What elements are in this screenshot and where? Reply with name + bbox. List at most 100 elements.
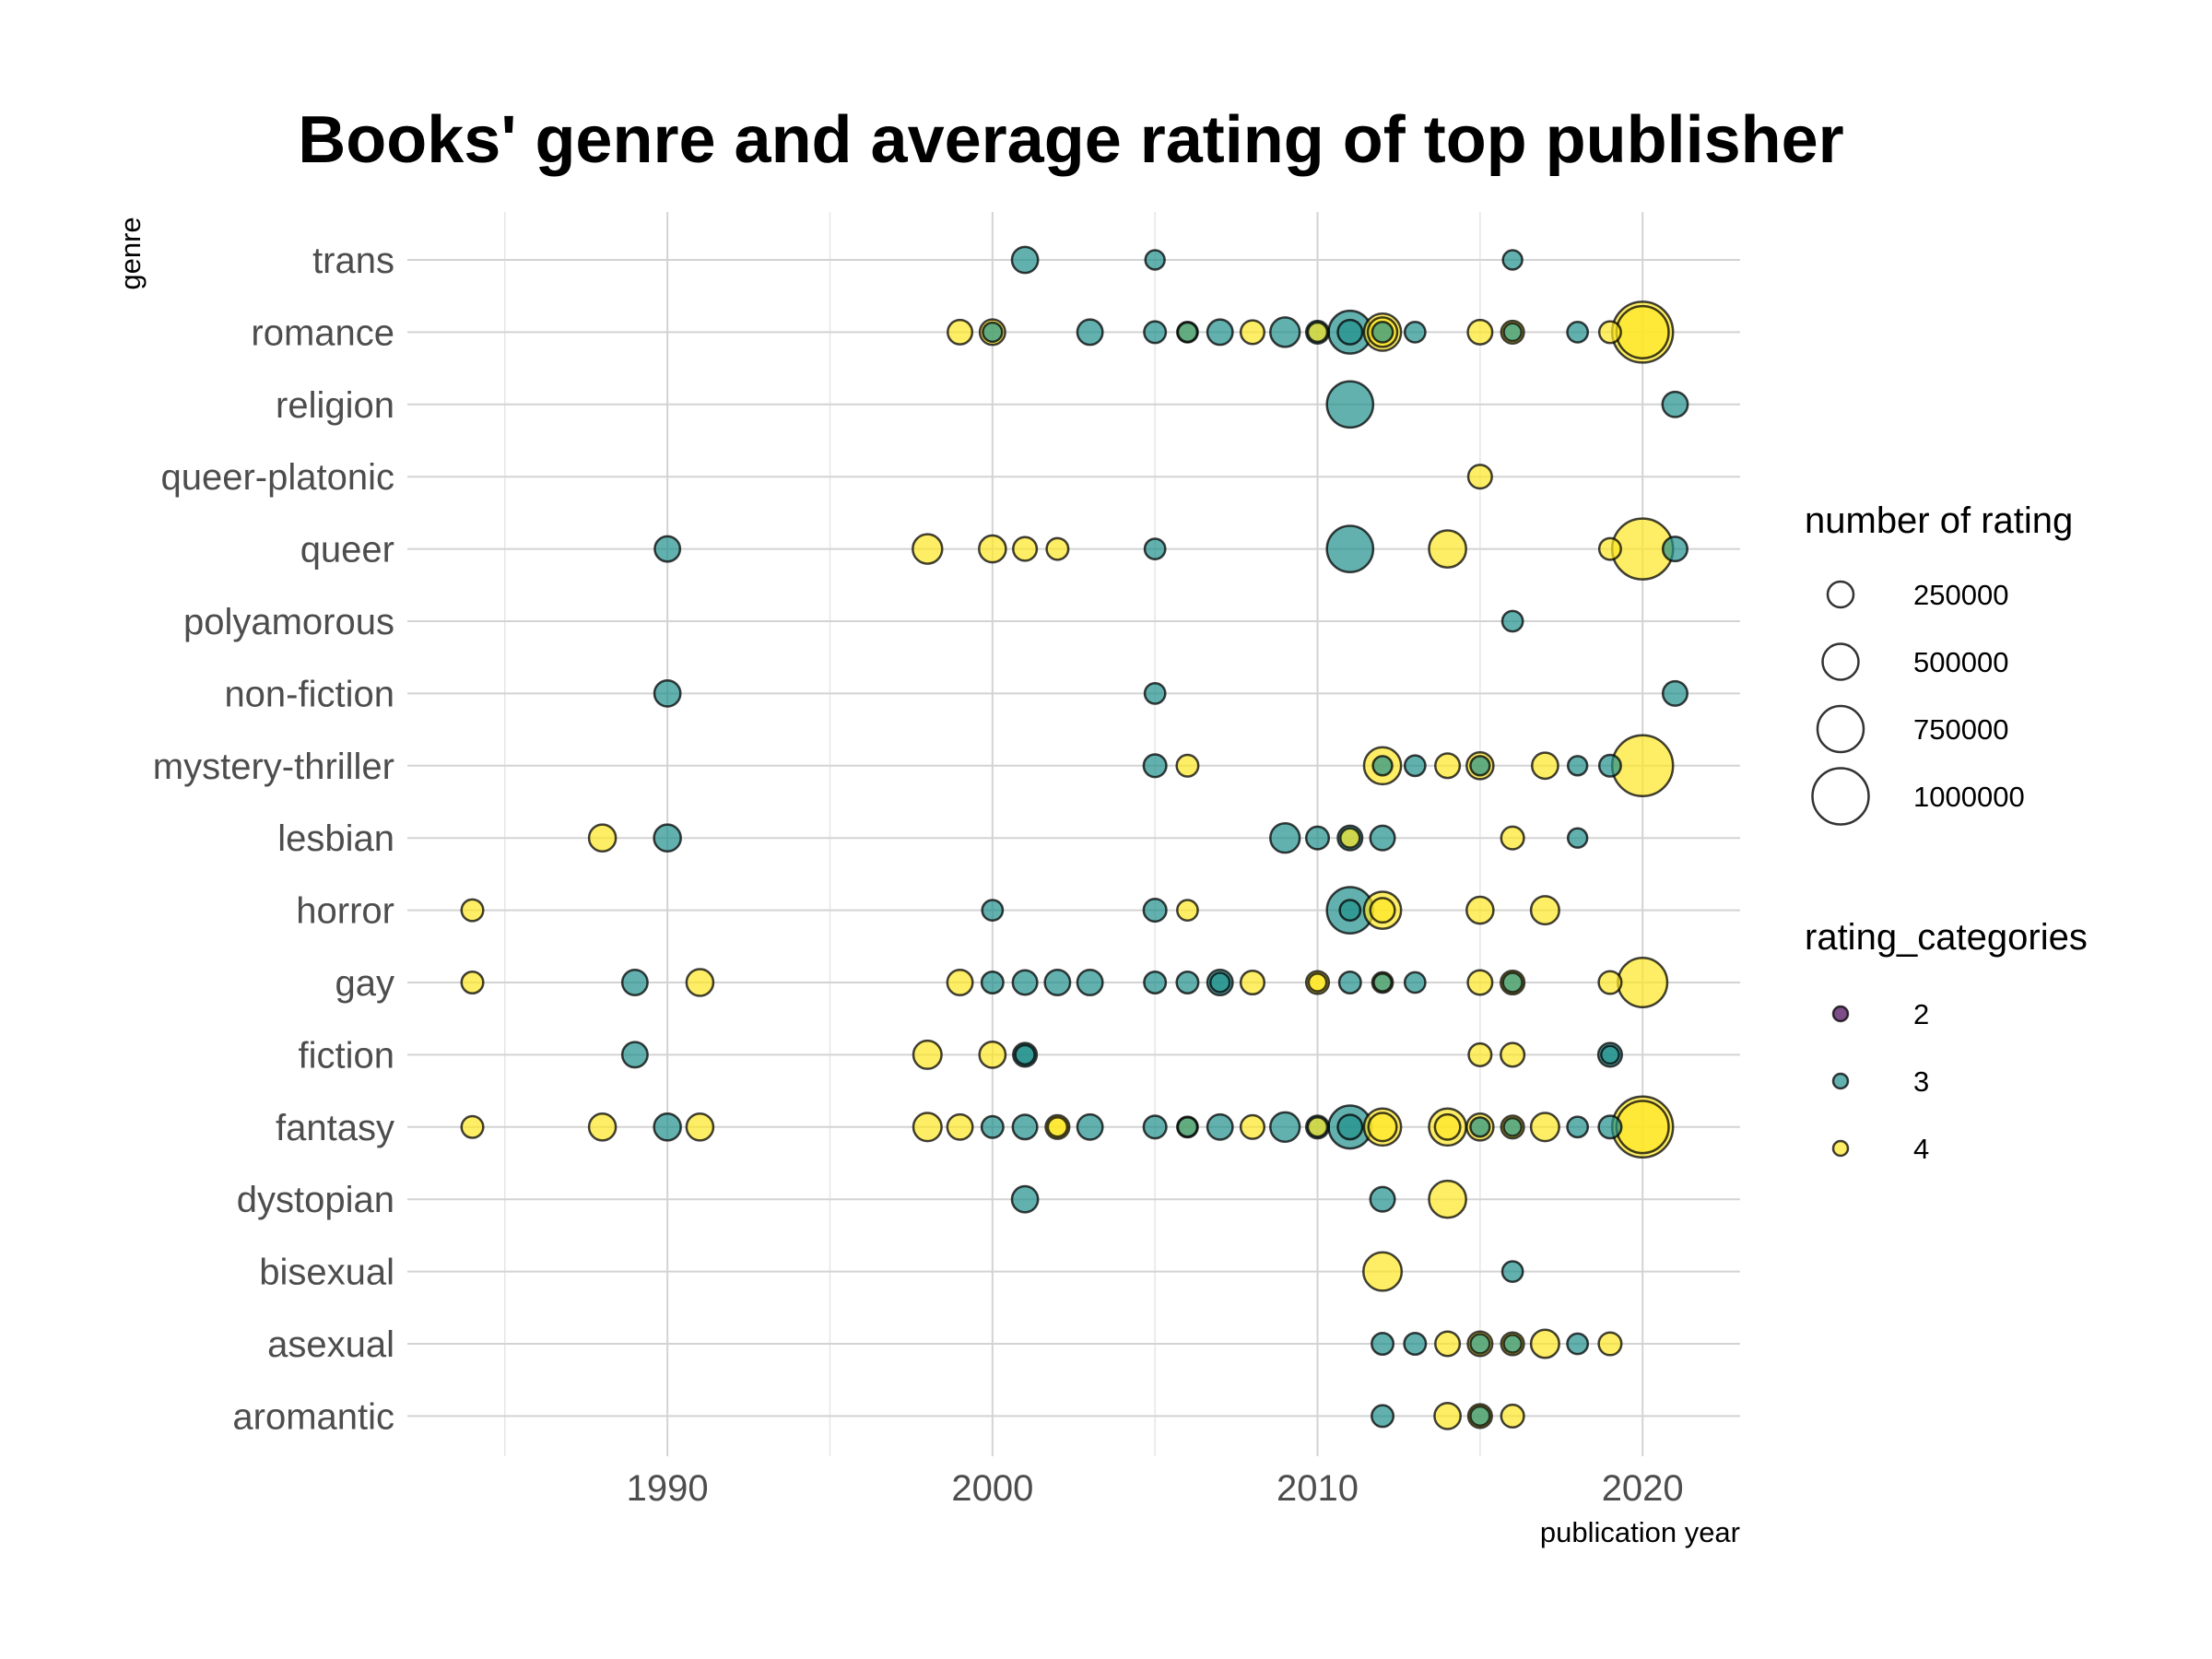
data-point	[1206, 318, 1234, 347]
data-point	[1371, 1331, 1395, 1357]
data-point	[1325, 524, 1375, 573]
data-point	[1529, 1328, 1560, 1359]
data-point	[1597, 1331, 1623, 1357]
color-legend-title: rating_categories	[1805, 917, 2088, 958]
x-tick-label: 2000	[951, 1468, 1033, 1509]
data-point	[1143, 537, 1167, 560]
data-point	[1566, 1332, 1590, 1356]
data-point	[1615, 1100, 1670, 1155]
data-point	[1530, 751, 1559, 781]
data-point	[946, 969, 974, 996]
size-legend-key	[1811, 767, 1870, 826]
y-axis-ticks: aromantic asexual bisexual dystopian fantasy…	[153, 241, 394, 1437]
data-point	[1011, 1113, 1039, 1141]
data-point	[1046, 1116, 1069, 1138]
y-tick-label: dystopian	[237, 1180, 394, 1220]
data-point	[1369, 1185, 1396, 1213]
data-point	[1175, 753, 1200, 778]
y-tick-label: religion	[276, 385, 394, 426]
data-point	[1372, 972, 1393, 993]
data-point	[1043, 969, 1072, 996]
y-tick-label: non-fiction	[224, 674, 394, 714]
data-point	[685, 1112, 715, 1142]
y-tick-label: romance	[251, 312, 394, 353]
data-point	[1014, 1043, 1036, 1066]
data-point	[1465, 895, 1495, 925]
data-point	[1338, 899, 1362, 922]
data-point	[1597, 970, 1623, 995]
data-point	[1239, 1113, 1266, 1140]
data-point	[1010, 245, 1040, 275]
size-legend-key	[1816, 704, 1865, 754]
size-legend-title: number of rating	[1805, 500, 2073, 541]
data-point	[1597, 320, 1622, 345]
data-point	[460, 970, 485, 995]
size-legend-label: 1000000	[1913, 781, 2025, 813]
data-point	[1269, 316, 1301, 348]
data-point	[1500, 1260, 1524, 1283]
data-point	[1369, 897, 1396, 924]
data-point	[1403, 754, 1427, 778]
data-point	[460, 1114, 485, 1139]
data-point	[1176, 321, 1199, 344]
x-tick-label: 1990	[627, 1468, 709, 1509]
data-point	[685, 968, 715, 997]
data-point	[1466, 464, 1493, 490]
data-point	[1600, 1044, 1620, 1065]
color-legend-key	[1831, 1005, 1850, 1023]
data-point	[1076, 318, 1104, 347]
data-point	[653, 1112, 682, 1142]
data-point	[1502, 1116, 1524, 1137]
data-point	[1142, 898, 1168, 924]
data-point	[1144, 249, 1166, 271]
data-point	[980, 1114, 1005, 1139]
data-point	[1661, 390, 1689, 418]
data-point	[1501, 249, 1524, 271]
chart-title: Books' genre and average rating of top p…	[298, 103, 1843, 177]
data-point	[1336, 1113, 1364, 1141]
data-point	[980, 970, 1005, 995]
data-point	[978, 534, 1007, 564]
data-point	[1466, 318, 1494, 346]
data-point	[1143, 970, 1168, 995]
data-point	[1661, 679, 1688, 707]
size-legend-label: 500000	[1913, 646, 2008, 678]
data-point	[1269, 821, 1301, 854]
data-point	[1143, 682, 1167, 705]
data-point	[1469, 1405, 1491, 1428]
data-point	[978, 1041, 1007, 1069]
data-point	[1142, 1114, 1168, 1140]
data-point	[1371, 1404, 1395, 1429]
data-point	[1269, 1111, 1301, 1144]
color-legend-label: 3	[1913, 1065, 1929, 1098]
data-point	[1208, 971, 1231, 994]
y-tick-label: mystery-thriller	[153, 747, 394, 787]
data-point	[1502, 322, 1524, 343]
data-point	[1500, 609, 1524, 633]
y-tick-label: polyamorous	[183, 602, 394, 642]
data-point	[1566, 321, 1590, 344]
data-point	[1307, 972, 1328, 993]
data-point	[1206, 1112, 1234, 1141]
y-tick-label: queer-platonic	[161, 457, 395, 498]
data-point	[1433, 1402, 1462, 1430]
data-point	[1597, 536, 1622, 561]
data-point	[912, 1039, 943, 1070]
data-point	[1617, 956, 1669, 1009]
data-point	[982, 321, 1004, 344]
data-point	[1597, 1114, 1623, 1140]
data-point	[1500, 1403, 1525, 1429]
data-point	[1176, 1116, 1199, 1138]
color-legend-key	[1831, 1072, 1850, 1090]
data-point	[620, 1041, 649, 1069]
x-tick-label: 2010	[1277, 1468, 1359, 1509]
size-legend-label: 750000	[1913, 713, 2008, 746]
data-point	[1434, 752, 1462, 780]
data-point	[1500, 1041, 1526, 1068]
data-point	[587, 823, 618, 853]
y-tick-label: gay	[335, 963, 395, 1004]
data-point	[1011, 969, 1039, 996]
x-axis-title: publication year	[1540, 1516, 1740, 1548]
y-tick-label: trans	[312, 241, 394, 281]
data-point	[1501, 971, 1524, 994]
